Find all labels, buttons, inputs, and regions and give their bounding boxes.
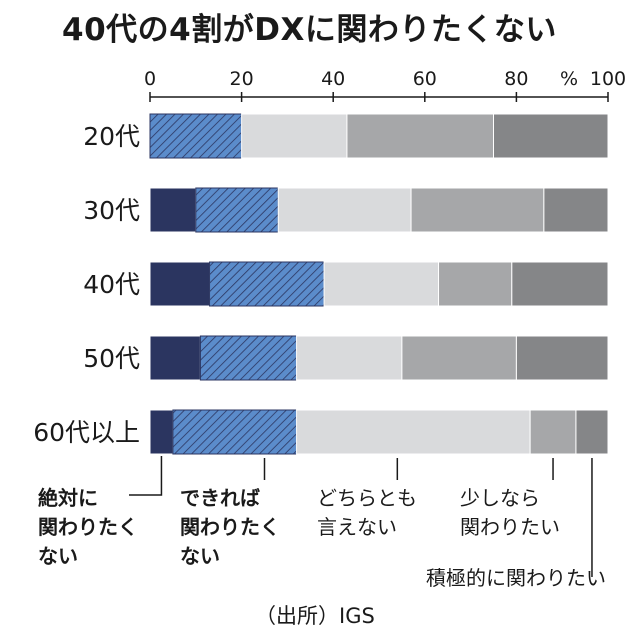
- bar-segment: [199, 335, 298, 381]
- bar-segment: [149, 261, 211, 307]
- x-tick-label: 100: [590, 68, 626, 90]
- x-tick-label: 40: [321, 68, 345, 90]
- legend-label: できれば: [180, 486, 260, 510]
- bar-segment: [241, 113, 348, 159]
- bar-segment: [438, 261, 513, 307]
- legend-label: 少しなら: [460, 486, 540, 510]
- bar-segment: [296, 409, 531, 455]
- bar-segment: [323, 261, 440, 307]
- source-note: （出所）IGS: [255, 604, 375, 628]
- bar-segment: [172, 409, 298, 455]
- bar-segment: [149, 409, 174, 455]
- legend-label: 絶対に: [38, 486, 98, 510]
- bar-segment: [401, 335, 517, 381]
- bar-segment: [511, 261, 609, 307]
- bar-segment: [209, 261, 325, 307]
- bar-segment: [410, 187, 545, 233]
- bar-segment: [149, 113, 243, 159]
- legend-label: 積極的に関わりたい: [426, 566, 606, 590]
- x-tick-label: 80: [504, 68, 528, 90]
- legend-label: ない: [38, 544, 78, 568]
- category-label: 60代以上: [33, 418, 140, 447]
- bar-segment: [149, 335, 201, 381]
- x-tick-label: 20: [230, 68, 254, 90]
- bar-segment: [346, 113, 494, 159]
- category-label: 50代: [83, 344, 140, 373]
- chart-title: 40代の4割がDXに関わりたくない: [62, 12, 557, 48]
- x-axis: 0 20 40 60 80 100%: [144, 68, 626, 102]
- legend-label: 関わりたく: [38, 515, 138, 539]
- category-label: 20代: [83, 122, 140, 151]
- legend-label: 言えない: [317, 515, 397, 539]
- x-tick-label: 0: [144, 68, 156, 90]
- category-labels: 20代 30代 40代 50代 60代以上: [33, 122, 140, 447]
- bars: [149, 113, 609, 455]
- legend-leader: [129, 456, 163, 496]
- bar-segment: [149, 187, 197, 233]
- category-label: 40代: [83, 270, 140, 299]
- legend-label: ない: [180, 544, 220, 568]
- category-label: 30代: [83, 196, 140, 225]
- bar-segment: [493, 113, 609, 159]
- legend-label: 関わりたく: [180, 515, 280, 539]
- bar-segment: [277, 187, 412, 233]
- x-tick-label: 60: [413, 68, 437, 90]
- legend-label: どちらとも: [317, 486, 417, 510]
- x-axis-unit: %: [560, 68, 578, 90]
- bar-segment: [296, 335, 403, 381]
- legend-label: 関わりたい: [460, 515, 560, 539]
- bar-segment: [515, 335, 609, 381]
- bar-segment: [195, 187, 279, 233]
- bar-segment: [543, 187, 609, 233]
- bar-segment: [529, 409, 577, 455]
- bar-segment: [575, 409, 609, 455]
